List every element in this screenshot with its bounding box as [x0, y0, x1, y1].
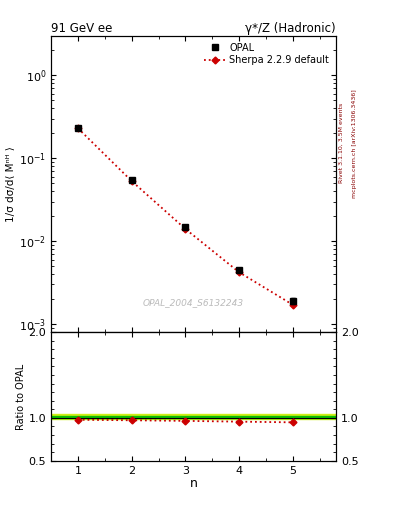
Text: 91 GeV ee: 91 GeV ee — [51, 22, 112, 35]
Text: Rivet 3.1.10, 3.5M events: Rivet 3.1.10, 3.5M events — [339, 103, 344, 183]
Text: mcplots.cern.ch [arXiv:1306.3436]: mcplots.cern.ch [arXiv:1306.3436] — [352, 89, 357, 198]
Text: γ*/Z (Hadronic): γ*/Z (Hadronic) — [245, 22, 336, 35]
Y-axis label: 1/σ dσ/d⟨ Mⁿᴴ ⟩: 1/σ dσ/d⟨ Mⁿᴴ ⟩ — [6, 146, 17, 222]
X-axis label: n: n — [189, 477, 198, 490]
Y-axis label: Ratio to OPAL: Ratio to OPAL — [16, 364, 26, 430]
Text: OPAL_2004_S6132243: OPAL_2004_S6132243 — [143, 298, 244, 307]
Legend: OPAL, Sherpa 2.2.9 default: OPAL, Sherpa 2.2.9 default — [202, 40, 331, 67]
